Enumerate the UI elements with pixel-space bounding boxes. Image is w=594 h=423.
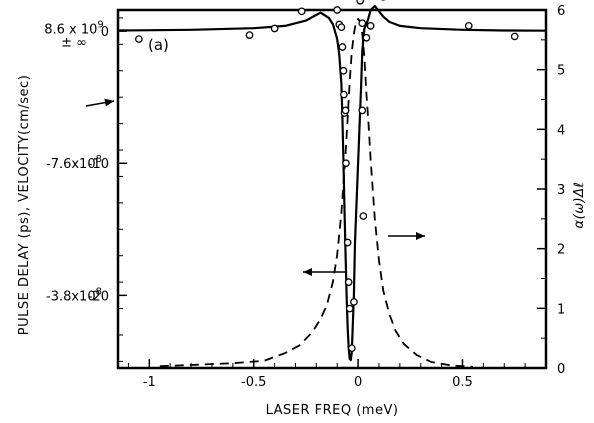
left-axis-arrow <box>303 268 345 276</box>
x-tick-label: -1 <box>143 375 156 390</box>
data-point <box>135 35 143 43</box>
x-tick-label: 0.5 <box>452 375 473 390</box>
data-point <box>341 106 350 115</box>
left-y-tick-label: 0 <box>101 25 109 40</box>
data-point <box>343 238 352 247</box>
data-point <box>297 7 306 16</box>
data-point <box>338 43 347 51</box>
left-axis-arrow-head <box>303 268 312 276</box>
panel-label: (a) <box>148 36 169 54</box>
data-point <box>358 19 367 28</box>
data-point <box>359 212 368 220</box>
data-point <box>270 24 279 33</box>
data-point <box>356 0 365 5</box>
velocity-label: -3.8x108 <box>46 286 102 304</box>
x-tick-label: -0.5 <box>241 375 266 390</box>
x-tick-label: 0 <box>354 375 362 390</box>
absorption-curve <box>159 18 473 368</box>
data-point <box>510 32 519 41</box>
data-point <box>245 31 254 39</box>
right-axis-arrow <box>388 232 425 240</box>
right-y-tick-label: 4 <box>557 123 565 138</box>
velocity-label: -7.6x108 <box>46 154 102 172</box>
data-point <box>337 23 346 32</box>
velocity-label: 8.6 x 109 <box>44 19 104 37</box>
left-axis-title: PULSE DELAY (ps), VELOCITY(cm/sec) <box>17 75 32 336</box>
data-point <box>366 22 375 30</box>
data-point <box>344 278 353 286</box>
right-y-tick-label: 2 <box>557 243 565 258</box>
infinity-arrow <box>85 98 115 107</box>
velocity-label: ± ∞ <box>61 36 87 51</box>
data-point <box>333 6 342 14</box>
x-axis-title: LASER FREQ (meV) <box>266 403 399 418</box>
plot-frame <box>116 8 548 370</box>
right-axis-title: α(ω)Δℓ <box>572 182 587 229</box>
ticks-layer: -1 -0.5 0 0.5 0 -10 -20 0 1 2 3 4 5 6 8.6 x 109± ∞ -7.6… <box>44 4 565 390</box>
data-point <box>339 66 348 75</box>
delay-curve <box>117 4 547 362</box>
data-point <box>350 298 358 306</box>
right-y-tick-label: 1 <box>557 302 565 317</box>
data-point <box>347 344 356 353</box>
data-point <box>358 106 367 115</box>
right-axis-arrow-head <box>416 232 425 240</box>
left-y-tick-label: -20 <box>88 289 109 304</box>
right-y-tick-label: 3 <box>557 183 565 198</box>
right-y-tick-label: 0 <box>557 362 565 377</box>
right-y-tick-label: 5 <box>557 64 565 79</box>
left-y-tick-label: -10 <box>88 157 109 172</box>
data-point <box>345 304 354 313</box>
data-point <box>464 22 473 30</box>
data-point <box>362 33 371 42</box>
marks-layer <box>85 0 547 368</box>
right-y-tick-label: 6 <box>557 4 565 19</box>
infinity-arrow-head <box>104 98 114 107</box>
data-point <box>340 90 348 99</box>
data-point <box>342 159 350 168</box>
